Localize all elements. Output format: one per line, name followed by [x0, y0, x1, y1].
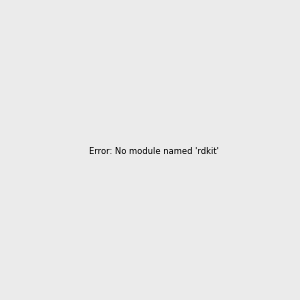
Text: Error: No module named 'rdkit': Error: No module named 'rdkit': [89, 147, 219, 156]
